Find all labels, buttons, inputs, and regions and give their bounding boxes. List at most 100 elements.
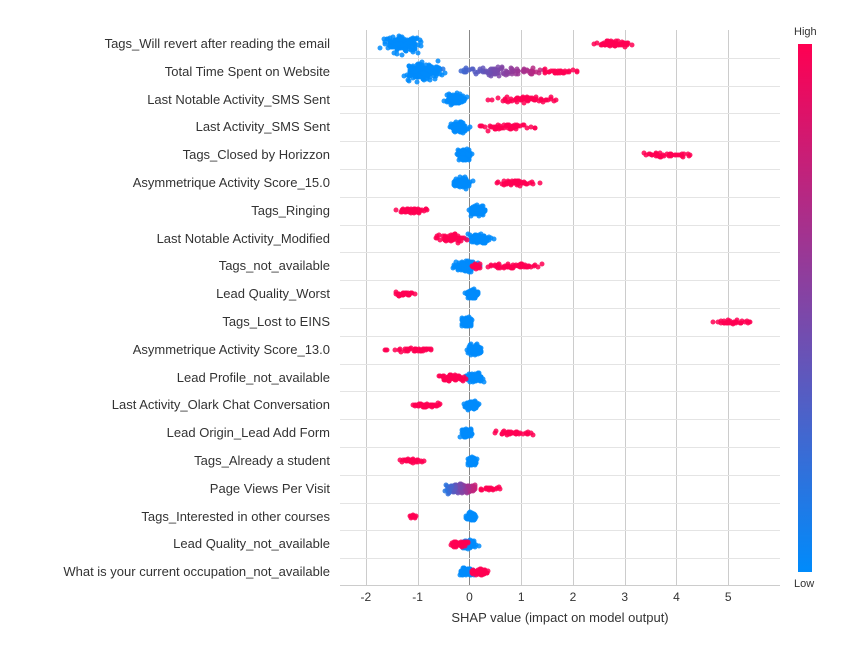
- shap-dot: [526, 97, 531, 102]
- shap-dot: [506, 430, 511, 435]
- x-tick-label: 3: [621, 590, 628, 604]
- shap-dot: [435, 401, 440, 406]
- shap-dot: [406, 78, 411, 83]
- shap-dot: [445, 237, 450, 242]
- shap-dot: [453, 128, 458, 133]
- colorbar-gradient: [798, 44, 812, 572]
- feature-label: Tags_Lost to EINS: [222, 313, 330, 331]
- shap-dot: [419, 44, 424, 49]
- feature-label: Total Time Spent on Website: [165, 63, 330, 81]
- row-gridline: [340, 475, 780, 476]
- shap-dot: [476, 237, 481, 242]
- shap-dot: [402, 46, 407, 51]
- shap-dot: [458, 486, 463, 491]
- shap-dot: [472, 514, 477, 519]
- row-gridline: [340, 113, 780, 114]
- feature-label: Lead Profile_not_available: [177, 369, 330, 387]
- shap-dot: [474, 342, 479, 347]
- shap-dot: [494, 487, 499, 492]
- shap-dot: [404, 208, 409, 213]
- row-gridline: [340, 225, 780, 226]
- shap-dot: [735, 318, 740, 323]
- shap-dot: [463, 65, 468, 70]
- row-gridline: [340, 197, 780, 198]
- shap-dot: [619, 43, 624, 48]
- shap-dot: [415, 348, 420, 353]
- shap-dot: [407, 73, 412, 78]
- shap-dot: [416, 73, 421, 78]
- shap-dot: [408, 40, 413, 45]
- shap-dot: [615, 41, 620, 46]
- shap-dot: [533, 96, 538, 101]
- shap-dot: [475, 374, 480, 379]
- feature-label: What is your current occupation_not_avai…: [63, 563, 330, 581]
- row-gridline: [340, 530, 780, 531]
- feature-label: Lead Quality_not_available: [173, 535, 330, 553]
- row-gridline: [340, 503, 780, 504]
- shap-dot: [470, 374, 475, 379]
- shap-dot: [543, 98, 548, 103]
- shap-dot: [448, 543, 453, 548]
- shap-dot: [417, 401, 422, 406]
- shap-dot: [496, 179, 501, 184]
- shap-dot: [485, 69, 490, 74]
- shap-dot: [554, 97, 559, 102]
- shap-dot: [436, 233, 441, 238]
- shap-dot: [462, 432, 467, 437]
- row-gridline: [340, 419, 780, 420]
- row-gridline: [340, 169, 780, 170]
- shap-dot: [746, 319, 751, 324]
- shap-dot: [453, 232, 458, 237]
- shap-dot: [465, 539, 470, 544]
- shap-dot: [408, 291, 413, 296]
- shap-dot: [414, 80, 419, 85]
- shap-dot: [533, 125, 538, 130]
- feature-label: Tags_Already a student: [194, 452, 330, 470]
- shap-dot: [448, 125, 453, 130]
- shap-dot: [468, 401, 473, 406]
- shap-dot: [438, 71, 443, 76]
- shap-dot: [668, 152, 673, 157]
- colorbar-low-label: Low: [794, 578, 814, 590]
- shap-dot: [458, 69, 463, 74]
- shap-dot: [403, 458, 408, 463]
- x-tick-label: 2: [570, 590, 577, 604]
- shap-dot: [426, 403, 431, 408]
- shap-dot: [504, 71, 509, 76]
- shap-dot: [419, 208, 424, 213]
- shap-dot: [485, 568, 490, 573]
- shap-dot: [449, 375, 454, 380]
- shap-dot: [453, 378, 458, 383]
- shap-dot: [473, 206, 478, 211]
- shap-dot: [711, 320, 716, 325]
- shap-dot: [436, 374, 441, 379]
- shap-dot: [418, 39, 423, 44]
- row-gridline: [340, 558, 780, 559]
- shap-dot: [462, 235, 467, 240]
- row-gridline: [340, 308, 780, 309]
- shap-summary-chart: Tags_Will revert after reading the email…: [0, 0, 851, 646]
- shap-dot: [478, 568, 483, 573]
- shap-dot: [462, 375, 467, 380]
- shap-dot: [513, 97, 518, 102]
- shap-dot: [415, 50, 420, 55]
- shap-dot: [508, 181, 513, 186]
- shap-dot: [486, 264, 491, 269]
- shap-dot: [471, 488, 476, 493]
- shap-dot: [543, 67, 548, 72]
- colorbar-high-label: High: [794, 26, 817, 38]
- shap-dot: [460, 155, 465, 160]
- shap-dot: [462, 404, 467, 409]
- shap-dot: [478, 350, 483, 355]
- shap-dot: [479, 208, 484, 213]
- feature-label: Lead Quality_Worst: [216, 285, 330, 303]
- shap-dot: [537, 181, 542, 186]
- shap-dot: [427, 64, 432, 69]
- shap-dot: [649, 152, 654, 157]
- x-tick-label: 5: [725, 590, 732, 604]
- feature-label: Page Views Per Visit: [210, 480, 330, 498]
- shap-dot: [512, 431, 517, 436]
- shap-dot: [626, 41, 631, 46]
- feature-label: Asymmetrique Activity Score_15.0: [133, 174, 330, 192]
- shap-dot: [470, 484, 475, 489]
